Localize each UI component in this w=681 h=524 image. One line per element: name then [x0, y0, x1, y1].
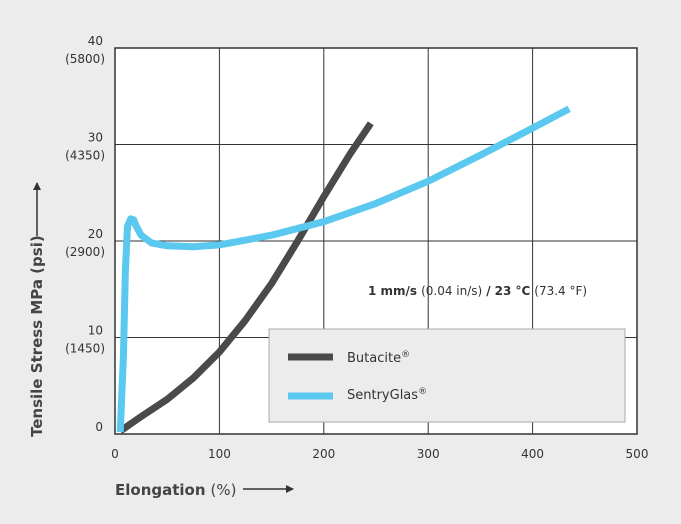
legend: Butacite® SentryGlas® — [268, 328, 626, 423]
x-tick-label: 500 — [626, 447, 649, 461]
series-layer — [116, 105, 571, 434]
y-tick-label: 10 — [88, 324, 103, 338]
x-tick-label: 200 — [312, 447, 335, 461]
y-tick-label: 20 — [88, 227, 103, 241]
x-axis-title: Elongation (%) — [115, 481, 237, 499]
legend-label-butacite: Butacite® — [347, 350, 410, 366]
legend-box — [268, 328, 626, 423]
legend-mark-butacite: ® — [401, 350, 410, 360]
legend-mark-sentryglas: ® — [418, 387, 427, 397]
test-condition: 1 mm/s (0.04 in/s) / 23 °C (73.4 °F) — [368, 284, 587, 298]
condition-temp: 23 °C — [495, 284, 531, 298]
condition-rate: 1 mm/s — [368, 284, 417, 298]
x-tick-labels: 0 100 200 300 400 500 — [111, 447, 648, 461]
condition-separator: / — [486, 284, 491, 298]
y-tick-label: 0 — [95, 420, 103, 434]
x-tick-label: 100 — [208, 447, 231, 461]
y-tick-label: 30 — [88, 131, 103, 145]
x-tick-label: 400 — [521, 447, 544, 461]
y-tick-sublabel: (4350) — [65, 149, 105, 163]
y-tick-sublabel: (5800) — [65, 52, 105, 66]
legend-name-butacite: Butacite — [347, 351, 401, 366]
legend-label-sentryglas: SentryGlas® — [347, 387, 427, 403]
y-tick-labels: 0 10 (1450) 20 (2900) 30 (4350) 40 (5800) — [65, 34, 105, 434]
plot-frame — [114, 47, 638, 435]
grid-lines — [115, 48, 637, 434]
y-axis-title: Tensile Stress MPa (psi) — [28, 235, 46, 437]
legend-name-sentryglas: SentryGlas — [347, 388, 418, 403]
y-tick-sublabel: (1450) — [65, 342, 105, 356]
x-axis-label: Elongation — [115, 481, 206, 499]
y-tick-sublabel: (2900) — [65, 245, 105, 259]
condition-temp-imperial: (73.4 °F) — [534, 284, 587, 298]
x-tick-label: 0 — [111, 447, 119, 461]
x-tick-label: 300 — [417, 447, 440, 461]
series-line-butacite — [118, 121, 374, 434]
series-line-sentryglas — [116, 105, 571, 433]
condition-rate-imperial: (0.04 in/s) — [421, 284, 482, 298]
y-tick-label: 40 — [88, 34, 103, 48]
x-axis-unit: (%) — [211, 481, 237, 499]
